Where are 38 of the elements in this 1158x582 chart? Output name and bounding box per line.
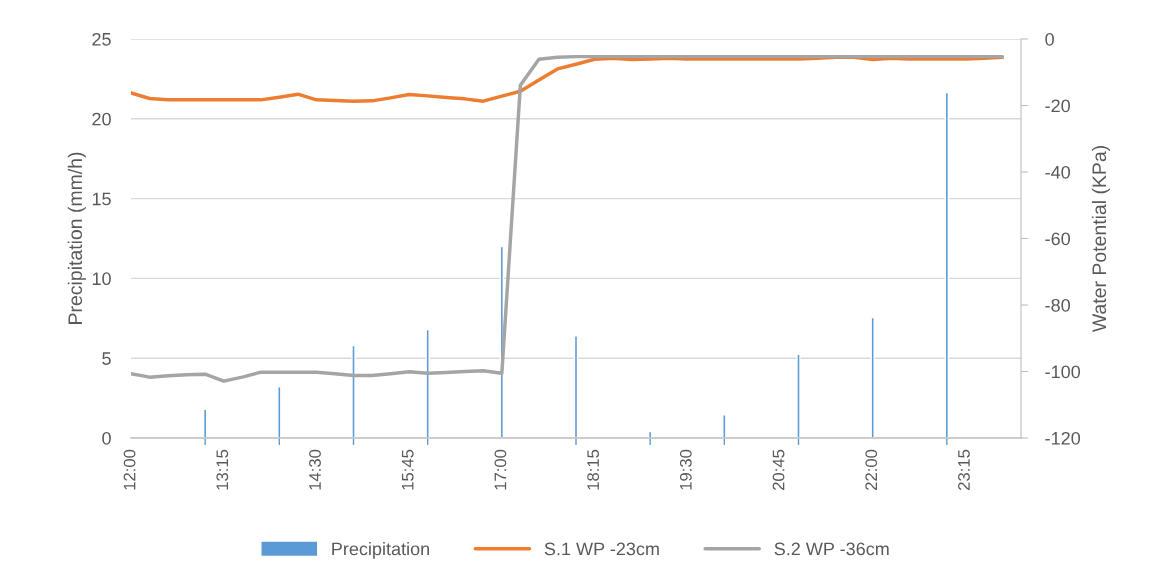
line-series xyxy=(131,55,1005,103)
bar xyxy=(944,91,950,438)
y2-tick-label: -80 xyxy=(1045,298,1070,312)
x-tick-label: 17:00 xyxy=(494,449,507,490)
y-tick-label: 5 xyxy=(102,352,111,365)
legend-label: Precipitation xyxy=(332,542,429,559)
y2-axis-title: Water Potential (KPa) xyxy=(1091,146,1110,333)
x-tick-label: 19:30 xyxy=(679,449,692,490)
bar xyxy=(277,386,282,438)
bar xyxy=(796,353,801,438)
legend-label: S.1 WP -23cm xyxy=(544,542,659,556)
x-tick-label: 14:30 xyxy=(309,449,321,490)
bar xyxy=(722,414,727,438)
x-tick-label: 13:15 xyxy=(216,449,229,490)
y-tick-label: 0 xyxy=(102,431,111,445)
x-tick-label: 23:15 xyxy=(958,449,970,490)
y2-tick-label: -20 xyxy=(1045,99,1070,113)
x-tick-label: 12:00 xyxy=(123,449,136,490)
x-tick-label: 22:00 xyxy=(865,449,878,490)
line-series xyxy=(131,54,1005,383)
x-tick-label: 18:15 xyxy=(587,449,600,490)
y-tick-label: 15 xyxy=(92,192,111,206)
bar xyxy=(425,328,430,438)
y2-tick-label: -100 xyxy=(1045,365,1081,379)
y-tick-label: 25 xyxy=(92,32,111,46)
y2-tick-label: -40 xyxy=(1045,165,1070,179)
bar xyxy=(870,316,875,438)
y-tick-label: 10 xyxy=(92,272,111,286)
bar xyxy=(351,344,356,438)
y-tick-label: 20 xyxy=(92,112,111,126)
y2-tick-label: -60 xyxy=(1045,232,1070,246)
y2-tick-label: 0 xyxy=(1045,32,1054,46)
x-tick-label: 15:45 xyxy=(401,449,414,490)
legend-label: S.2 WP -36cm xyxy=(774,542,889,556)
bar xyxy=(573,335,579,438)
x-tick-label: 20:45 xyxy=(772,449,785,490)
y2-tick-label: -120 xyxy=(1045,431,1081,445)
y-axis-title: Precipitation (mm/h) xyxy=(67,152,86,324)
